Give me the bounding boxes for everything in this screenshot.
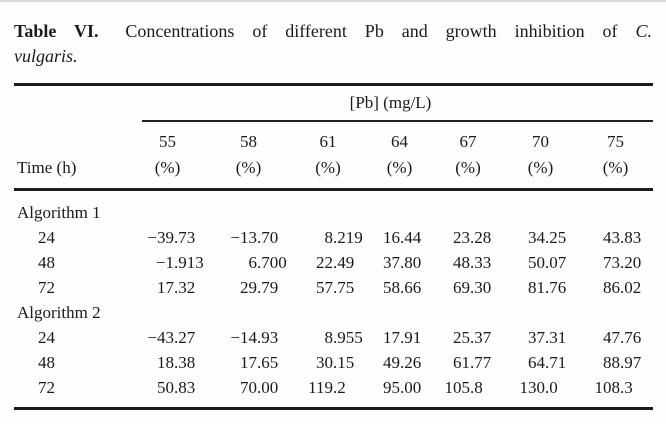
value-cell: 6.700 [248,253,287,272]
column-header: 70 (%) [503,129,578,181]
value-cell: −1.913 [155,253,204,272]
time-cell: 48 [38,253,55,272]
time-cell: 24 [38,328,55,347]
value-cell: 25.37 [453,328,492,347]
value-cell: 64.71 [528,353,567,372]
column-concentration: 64 [391,132,408,151]
column-unit: (%) [527,158,554,177]
value-cell: 69.30 [453,278,492,297]
column-header: 75 (%) [578,129,653,181]
column-concentration: 70 [532,132,549,151]
empty-corner-cell [14,86,128,120]
value-cell: 17.32 [157,278,196,297]
value-cell: 30.15 [316,353,355,372]
value-cell: 49.26 [383,353,422,372]
value-cell: 17.65 [240,353,279,372]
value-cell: 86.02 [603,278,642,297]
column-unit: (%) [602,158,629,177]
column-header: 55 (%) [128,129,207,181]
column-concentration: 55 [159,132,176,151]
pb-group-header: [Pb] (mg/L) [349,93,432,112]
section-label: Algorithm 2 [17,303,101,322]
value-cell: 22.49 [316,253,355,272]
time-cell: 72 [38,278,55,297]
value-cell: 73.20 [603,253,642,272]
value-cell: 50.07 [528,253,567,272]
column-unit: (%) [235,158,262,177]
value-cell: 8.955 [324,328,363,347]
value-cell: 81.76 [528,278,567,297]
species-abbrev: C. [635,21,652,41]
section-label: Algorithm 1 [17,203,101,222]
caption-text: Concentrations of different Pb and growt… [125,21,618,41]
value-cell: 70.00 [240,378,279,397]
value-cell: 57.75 [316,278,355,297]
top-rule [14,83,653,86]
value-cell: 37.80 [383,253,422,272]
column-header: 58 (%) [207,129,290,181]
value-cell: 61.77 [453,353,492,372]
group-header-row: [Pb] (mg/L) [14,86,653,120]
time-header: Time (h) [17,158,77,177]
bottom-rule [14,407,653,410]
pb-group-rule [142,120,653,122]
table-number: Table VI. [14,21,99,41]
value-cell: 130.0 [519,378,558,397]
value-cell: 43.83 [603,228,642,247]
value-cell: −39.73 [147,228,196,247]
value-cell: 50.83 [157,378,196,397]
value-cell: 95.00 [383,378,422,397]
value-cell: 18.38 [157,353,196,372]
column-concentration: 67 [459,132,477,151]
time-cell: 24 [38,228,55,247]
column-unit: (%) [455,158,481,177]
scan-edge-artifact [0,0,666,2]
value-cell: −14.93 [230,328,279,347]
value-cell: −43.27 [147,328,196,347]
value-cell: 23.28 [453,228,492,247]
value-cell: 34.25 [528,228,567,247]
column-unit: (%) [315,158,341,177]
value-cell: 16.44 [383,228,422,247]
column-header: 61 (%) [290,129,366,181]
column-concentration: 58 [240,132,257,151]
value-cell: 47.76 [603,328,642,347]
column-concentration: 75 [607,132,624,151]
time-cell: 48 [38,353,55,372]
time-cell: 72 [38,378,55,397]
value-cell: 88.97 [603,353,642,372]
column-header: 64 (%) [366,129,433,181]
value-cell: 48.33 [453,253,492,272]
value-cell: 17.91 [383,328,422,347]
value-cell: 8.219 [324,228,363,247]
value-cell: 37.31 [528,328,567,347]
column-concentration: 61 [319,132,337,151]
header-rule [14,188,653,191]
column-header: 67 (%) [433,129,503,181]
species-name: vulgaris. [14,46,78,66]
value-cell: 119.2 [308,378,346,397]
value-cell: 108.3 [594,378,633,397]
value-cell: 105.8 [444,378,483,397]
value-cell: 58.66 [383,278,422,297]
table-body: Algorithm 1 24 −39.73 −13.70 8.219 16.44 23.28… [14,191,653,407]
value-cell: −13.70 [230,228,279,247]
table-caption: Table VI. Concentrations of different Pb… [14,18,652,44]
column-header-row: Time (h) 55 (%) 58 (%) 61 (%) 64 (%) 67 (%) 70 (%) 7… [14,122,653,188]
value-cell: 29.79 [240,278,279,297]
column-unit: (%) [386,158,413,177]
column-unit: (%) [154,158,181,177]
